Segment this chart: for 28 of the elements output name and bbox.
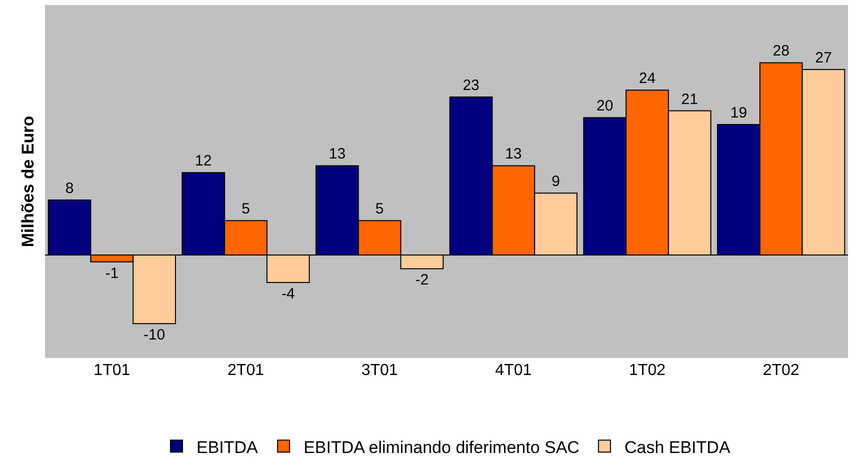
x-tick-label: 2T02 (762, 362, 800, 379)
y-axis-title: Milhões de Euro (18, 116, 38, 248)
data-label: 13 (505, 146, 522, 163)
x-tick-label: 1T02 (629, 362, 666, 379)
data-label: 9 (552, 173, 560, 190)
data-label: -4 (281, 285, 295, 302)
legend-label: EBITDA (196, 438, 259, 457)
data-label: 13 (328, 146, 346, 163)
data-label: 8 (65, 180, 74, 198)
data-label: 23 (462, 77, 480, 94)
data-label: 21 (681, 90, 698, 108)
x-tick-label: 1T01 (94, 362, 130, 379)
data-label: 5 (242, 200, 250, 218)
x-tick-label: 3T01 (361, 362, 398, 379)
legend-label: Cash EBITDA (624, 438, 731, 457)
data-label: -1 (105, 264, 119, 282)
x-tick-label: 2T01 (228, 362, 264, 379)
data-label: 28 (772, 42, 790, 60)
data-label: 20 (596, 98, 614, 115)
data-label: -10 (143, 326, 166, 344)
data-label: -2 (415, 272, 429, 289)
data-label: 24 (638, 70, 656, 88)
data-label: 27 (815, 50, 832, 67)
data-label: 19 (730, 104, 748, 122)
x-tick-label: 4T01 (495, 362, 532, 379)
data-label: 5 (375, 200, 384, 218)
data-label: 12 (195, 152, 212, 170)
legend-label: EBITDA eliminando diferimento SAC (304, 438, 580, 457)
